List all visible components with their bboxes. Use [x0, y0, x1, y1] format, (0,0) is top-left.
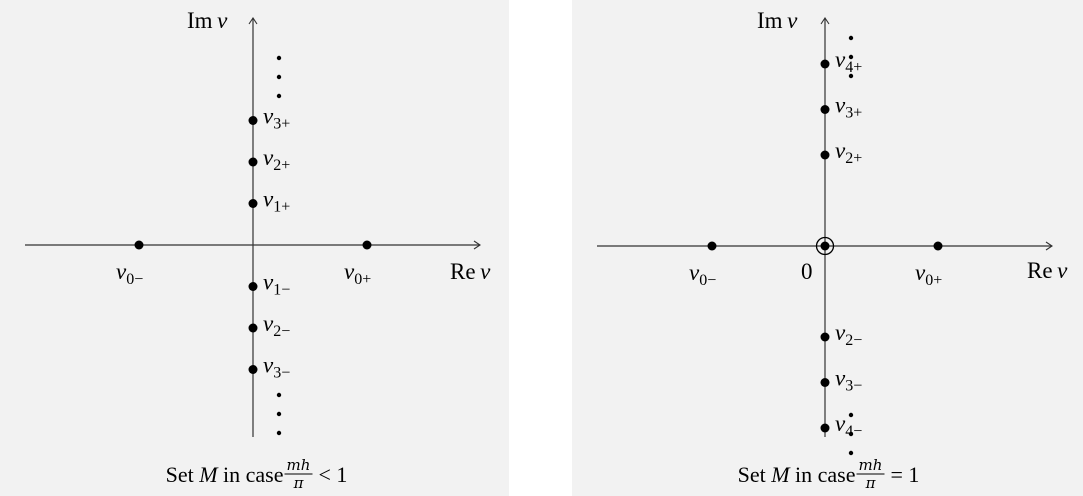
origin-point [820, 241, 830, 251]
imaginary-axis-arrow [820, 17, 830, 25]
imaginary-point-label: ν1− [263, 270, 290, 299]
imaginary-point-label: ν4− [835, 411, 862, 440]
ellipsis-dot-bottom [276, 411, 282, 417]
origin-label: 0 [801, 259, 813, 284]
im-axis-label: Im ν [187, 8, 228, 33]
ellipsis-dot-bottom [848, 412, 854, 418]
imaginary-point-label: ν2− [835, 320, 862, 349]
diagram-panel-right: Im ν Re ν ν0− ν0+ ν4+ ν3+ ν2+ ν2− ν3− ν4− 0 Set M i… [572, 0, 1083, 496]
imaginary-point [820, 105, 830, 114]
ellipsis-dot-bottom [848, 431, 854, 437]
caption-fraction-denominator: π [865, 474, 877, 492]
imaginary-point-label: ν2+ [835, 138, 862, 167]
imaginary-point-label: ν3− [263, 353, 290, 382]
imaginary-point-label: ν3− [835, 366, 862, 395]
imaginary-point [820, 150, 830, 160]
real-point [707, 241, 717, 251]
imaginary-point [820, 378, 830, 387]
ellipsis-dot-top [276, 93, 282, 99]
imaginary-point [820, 59, 830, 69]
diagram-panel-left: Im ν Re ν ν0− ν0+ ν3+ ν2+ ν1+ ν1− ν2− ν3− Set M in… [0, 0, 509, 496]
real-point [933, 241, 943, 251]
caption-fraction-denominator: π [293, 474, 305, 492]
ellipsis-dot-bottom [848, 450, 854, 456]
re-axis-label: Re ν [450, 259, 491, 284]
ellipsis-dot-bottom [276, 430, 282, 436]
real-axis-arrow [1045, 241, 1053, 251]
re-axis-label: Re ν [1027, 258, 1068, 283]
caption-relation: = 1 [891, 462, 920, 487]
imaginary-point-label: ν4+ [835, 47, 862, 76]
ellipsis-dot-top [848, 54, 854, 60]
imaginary-point [820, 423, 830, 433]
imaginary-point [248, 116, 258, 125]
real-point [134, 240, 144, 250]
ellipsis-dot-top [848, 35, 854, 41]
caption: Set M in case [166, 462, 284, 487]
real-point-label: ν0− [116, 259, 143, 288]
real-point [362, 240, 372, 250]
origin-ring [815, 236, 835, 256]
caption-fraction-numerator: mh [859, 456, 883, 474]
complex-plane-right: Im ν Re ν ν0− ν0+ ν4+ ν3+ ν2+ ν2− ν3− ν4− 0 Set M i… [597, 8, 1068, 492]
caption-relation: < 1 [319, 462, 348, 487]
imaginary-point-label: ν2− [263, 311, 290, 340]
ellipsis-dot-top [276, 74, 282, 80]
real-point-label: ν0+ [344, 259, 371, 288]
imaginary-point [248, 282, 258, 291]
imaginary-point-label: ν1+ [263, 187, 290, 216]
real-point-label: ν0+ [915, 260, 942, 289]
ellipsis-dot-bottom [276, 392, 282, 398]
ellipsis-dot-top [276, 55, 282, 61]
imaginary-point-label: ν2+ [263, 145, 290, 174]
caption: Set M in case [738, 462, 856, 487]
imaginary-point-label: ν3+ [263, 104, 290, 133]
imaginary-point [248, 323, 258, 333]
imaginary-point [248, 365, 258, 374]
imaginary-point [248, 199, 258, 208]
real-axis-arrow [473, 240, 481, 250]
imaginary-point [248, 157, 258, 167]
imaginary-point [820, 332, 830, 342]
complex-plane-left: Im ν Re ν ν0− ν0+ ν3+ ν2+ ν1+ ν1− ν2− ν3− Set M in… [25, 8, 491, 492]
imaginary-axis-arrow [248, 17, 258, 25]
real-point-label: ν0− [689, 260, 716, 289]
imaginary-point-label: ν3+ [835, 93, 862, 122]
ellipsis-dot-top [848, 73, 854, 79]
caption-fraction-numerator: mh [287, 456, 311, 474]
im-axis-label: Im ν [757, 8, 798, 33]
